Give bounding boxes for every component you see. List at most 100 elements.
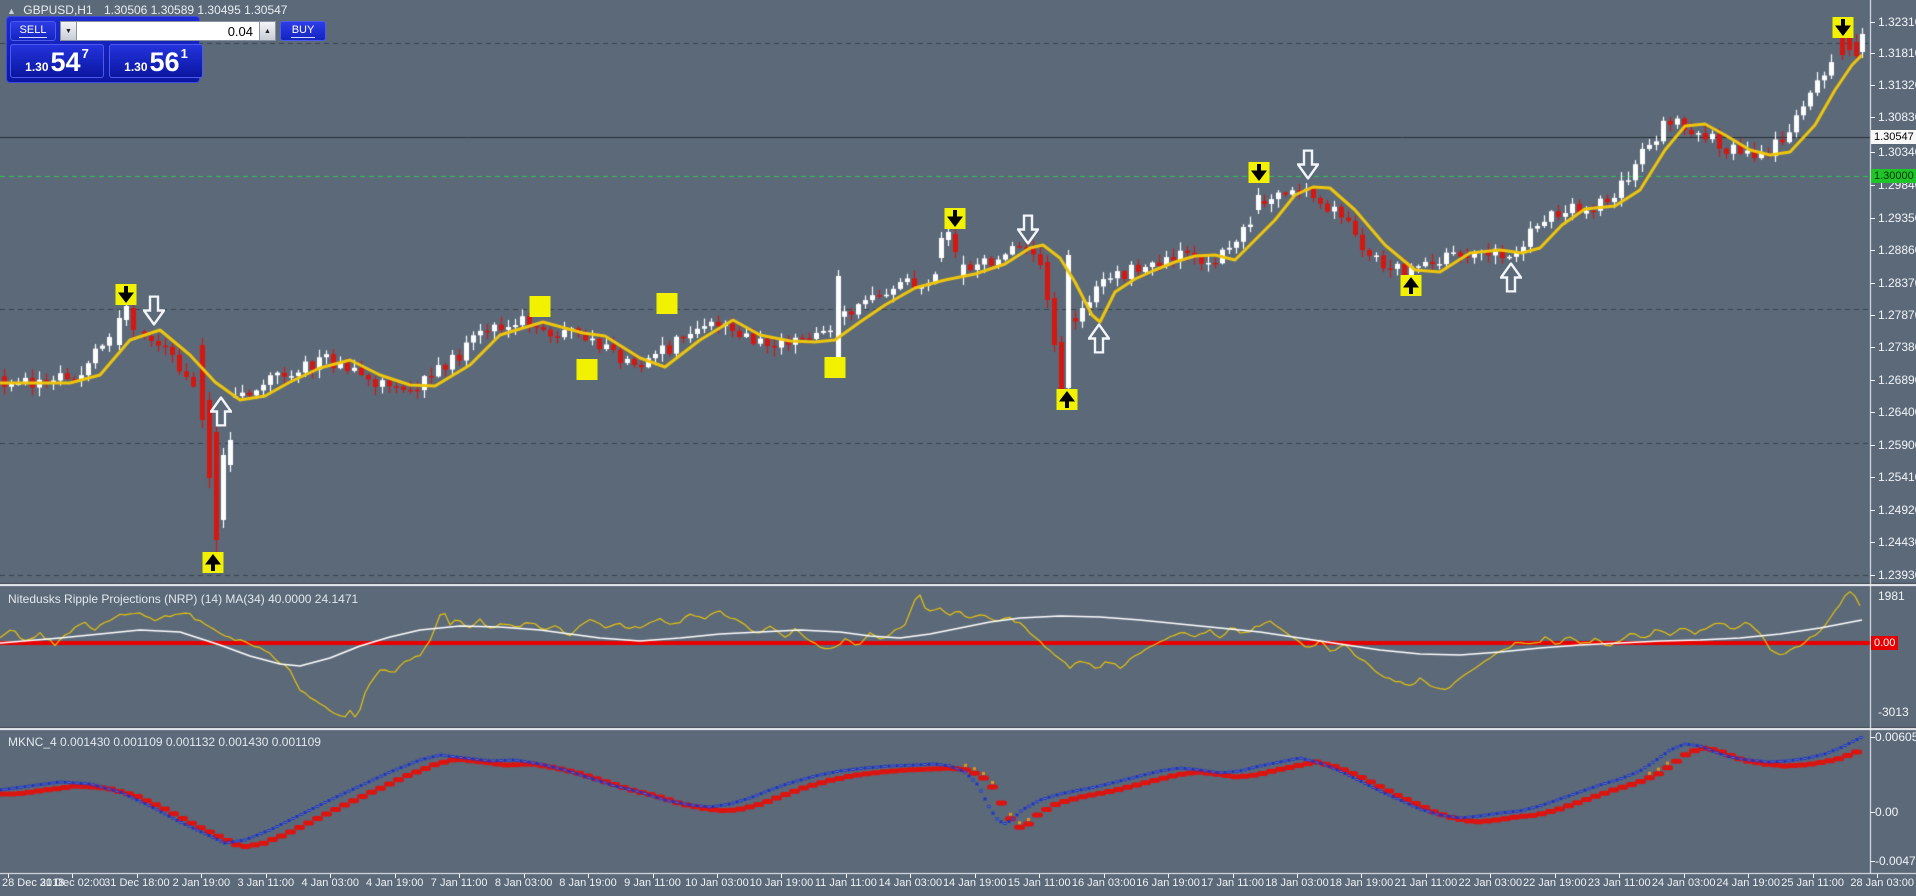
sell-price-button[interactable]: 1.30 54 7 [10,44,104,78]
time-axis-tick [201,874,203,878]
buy-signal-icon [1056,389,1078,415]
hollow-up-arrow-icon [208,395,234,432]
indicator1-zero-box: 0.00 [1871,636,1899,650]
price-axis-tick [1870,22,1875,23]
hollow-down-arrow-icon [1015,214,1041,250]
price-axis-tick [1870,477,1875,478]
time-axis-tick [974,874,976,878]
time-axis-label: 8 Jan 03:00 [494,877,553,889]
price-axis-tick [1870,542,1875,543]
price-axis-label: 1.28370 [1878,276,1916,290]
square-signal-icon [529,296,551,322]
price-axis-label: 1.27870 [1878,308,1916,322]
price-axis-tick [1870,812,1875,813]
price-axis-tick [1870,250,1875,251]
time-axis-label: 7 Jan 11:00 [430,877,488,889]
price-axis-tick [1870,861,1875,862]
time-axis-tick [1619,874,1621,878]
time-axis-tick [716,874,718,878]
price-axis-label: 1.29350 [1878,211,1916,225]
indicator1-min-label: -3013 [1878,705,1909,719]
indicator2-title: MKNC_4 0.001430 0.001109 0.001132 0.0014… [8,735,321,749]
hollow-down-arrow-icon [1295,149,1321,185]
buy-button[interactable]: BUY [280,21,326,41]
price-axis-label: 1.25410 [1878,470,1916,484]
ohlc-values: 1.30506 1.30589 1.30495 1.30547 [103,3,288,17]
time-axis-label: 4 Jan 03:00 [301,877,360,889]
price-axis-tick [1870,315,1875,316]
time-axis-label: 31 Dec 02:00 [39,877,106,889]
time-axis-tick [459,874,461,878]
time-axis-tick [1748,874,1750,878]
time-axis-tick [1168,874,1170,878]
time-axis-label: 10 Jan 19:00 [749,877,814,889]
time-axis-label: 28 Dec 2018 [2,877,65,889]
time-axis-label: 14 Jan 19:00 [942,877,1007,889]
chart-title-bar: ▲ GBPUSD,H1 1.30506 1.30589 1.30495 1.30… [7,3,287,17]
sell-signal-icon [1832,17,1854,43]
price-axis-tick [1870,218,1875,219]
time-axis-tick [265,874,267,878]
time-axis-tick [1812,874,1814,878]
time-axis-tick [1877,874,1879,878]
price-axis-label: 1.24920 [1878,503,1916,517]
time-axis-label: 16 Jan 19:00 [1136,877,1200,889]
time-axis-label: 22 Jan 19:00 [1522,877,1587,889]
time-axis-tick [1297,874,1298,878]
square-signal-icon [656,293,678,319]
time-axis-tick [1103,874,1105,878]
price-axis-label: 1.28860 [1878,243,1916,257]
price-axis-tick [1870,283,1875,284]
price-axis-tick [1870,117,1875,118]
time-axis-tick [910,874,912,878]
time-axis-label: 4 Jan 19:00 [365,877,424,889]
alert-level-box: 1.30000 [1871,169,1916,183]
time-axis-label: 28 Jan 03:00 [1850,877,1914,889]
time-axis-label: 2 Jan 19:00 [172,877,231,889]
time-axis-label: 25 Jan 11:00 [1781,877,1844,889]
hollow-up-arrow-icon [1498,261,1524,298]
time-axis-label: 31 Dec 18:00 [104,877,170,889]
lot-decrease-button[interactable]: ▼ [60,21,77,41]
buy-price-sup: 1 [180,46,188,61]
sell-button[interactable]: SELL [10,21,56,41]
time-axis-label: 17 Jan 11:00 [1201,877,1264,889]
time-axis-label: 8 Jan 19:00 [559,877,617,889]
price-axis-label: 1.24430 [1878,535,1916,549]
time-axis-tick [1425,874,1427,878]
sell-signal-icon [944,208,966,234]
buy-price-small: 1.30 [124,60,148,74]
price-axis-label: 1.25900 [1878,438,1916,452]
lot-increase-button[interactable]: ▲ [259,21,276,41]
price-axis-tick [1870,85,1875,86]
time-axis-tick [1683,874,1685,878]
price-axis-tick [1870,347,1875,348]
time-axis-tick [588,874,590,878]
time-axis-label: 22 Jan 03:00 [1458,877,1523,889]
time-axis-label: 10 Jan 03:00 [685,877,749,889]
time-axis-label: 16 Jan 03:00 [1071,877,1136,889]
time-axis-label: 15 Jan 11:00 [1007,877,1071,889]
indicator2-axis-label: 0.00 [1875,805,1899,819]
collapse-icon[interactable]: ▲ [7,6,16,16]
indicator1-max-label: 1981 [1878,589,1905,603]
square-signal-icon [824,357,846,383]
time-axis-label: 9 Jan 11:00 [624,877,681,889]
time-axis-tick [330,874,332,878]
price-axis-label: 1.32310 [1878,15,1916,29]
time-axis-label: 24 Jan 19:00 [1716,877,1780,889]
price-axis-tick [1870,380,1875,381]
time-axis-label: 14 Jan 03:00 [878,877,943,889]
time-axis-tick [523,874,525,878]
time-axis-label: 11 Jan 11:00 [814,877,877,889]
time-axis-label: 18 Jan 03:00 [1265,877,1329,889]
price-axis-label: 1.26890 [1878,373,1916,387]
price-axis-tick [1870,510,1875,511]
price-axis-label: 1.30830 [1878,110,1916,124]
buy-price-button[interactable]: 1.30 56 1 [109,44,203,78]
lot-size-input[interactable] [77,21,259,41]
time-axis-tick [394,874,396,878]
time-axis-tick [781,874,783,878]
